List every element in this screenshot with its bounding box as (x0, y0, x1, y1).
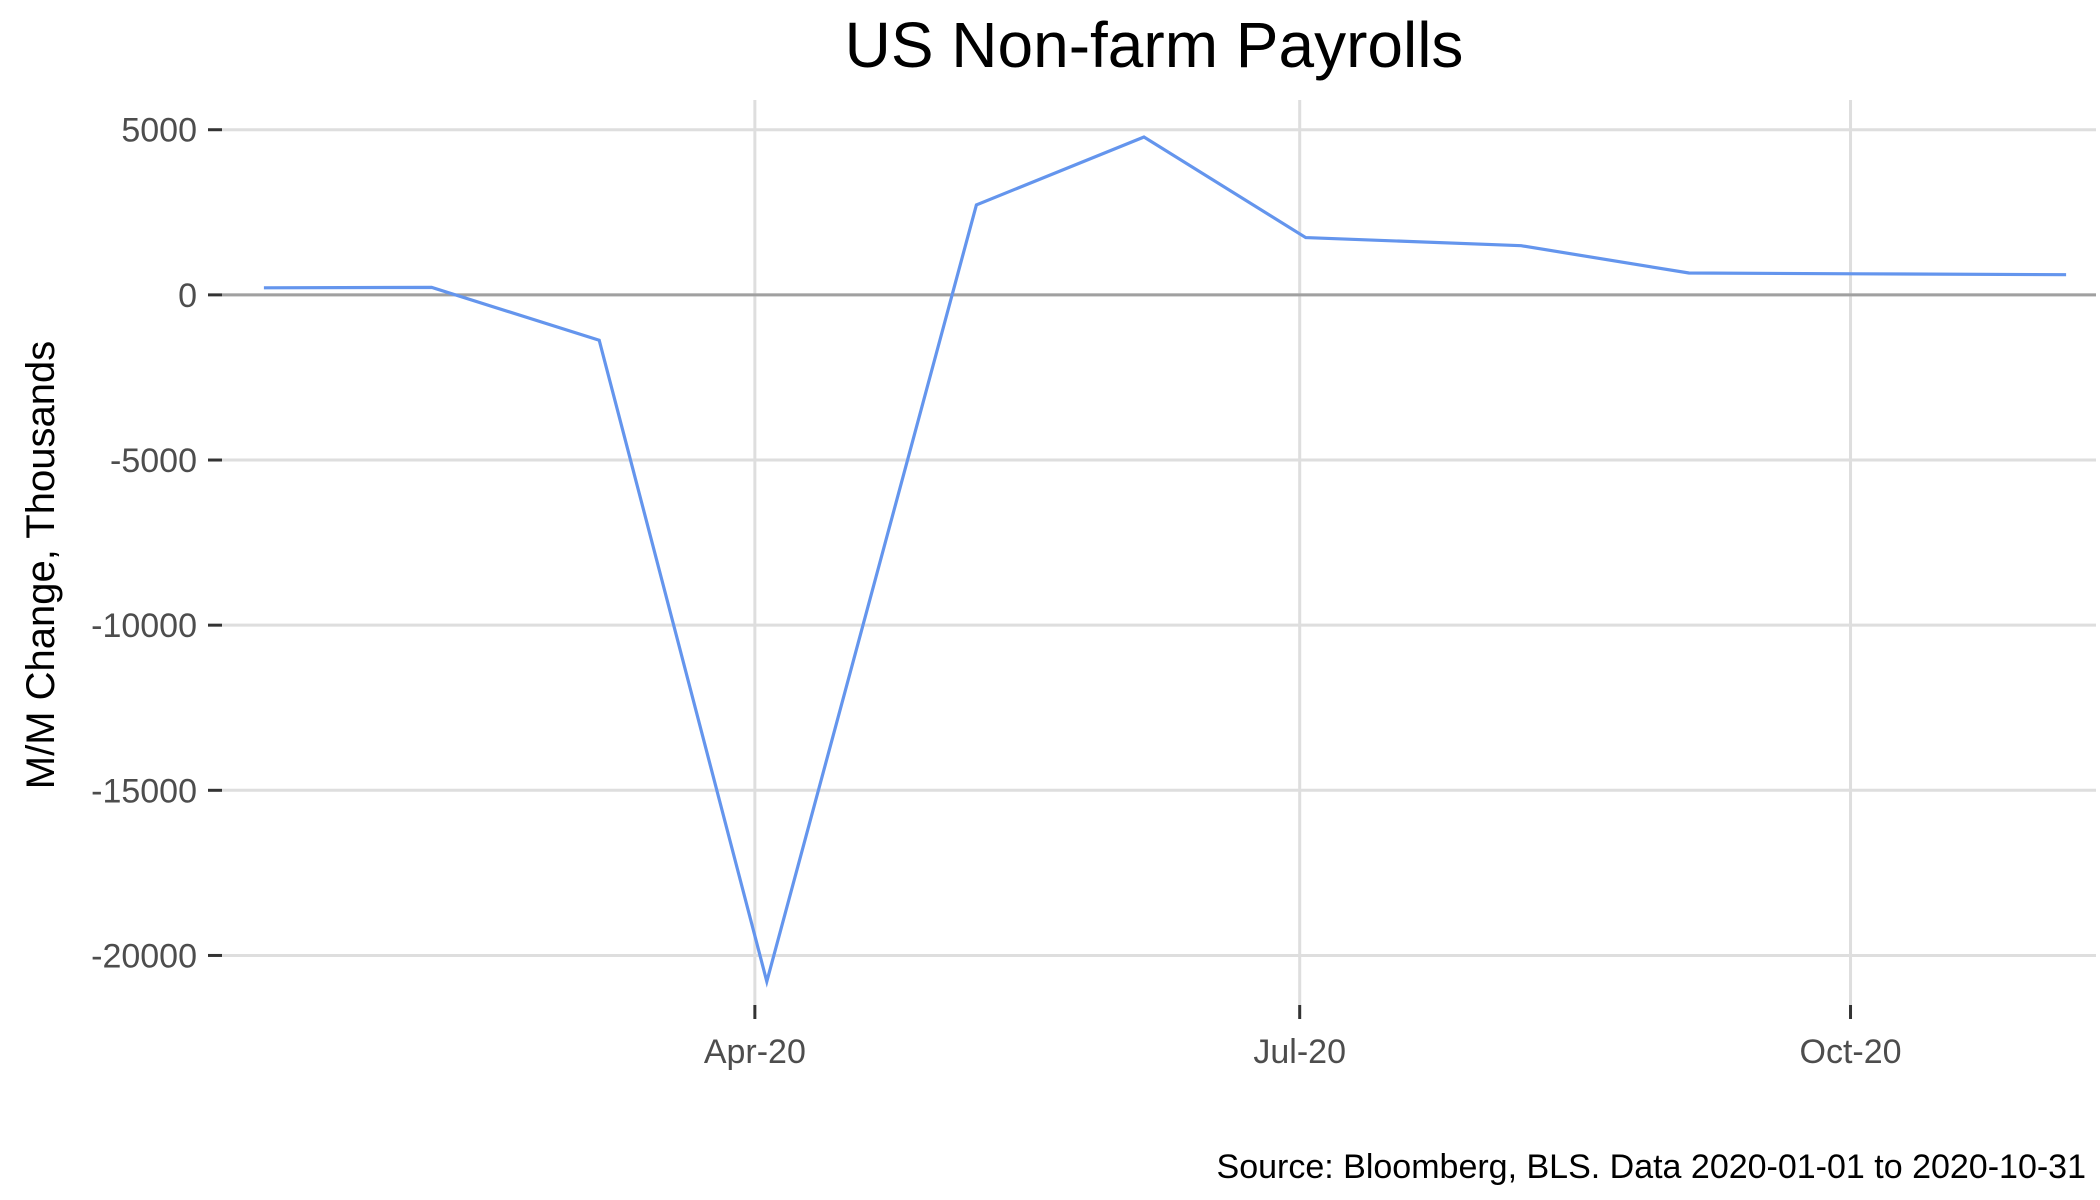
data-point (1855, 272, 1859, 276)
series-group (262, 135, 2068, 988)
data-point (1519, 244, 1523, 248)
data-point (2064, 273, 2068, 277)
x-tick-label: Oct-20 (1800, 1033, 1902, 1071)
data-point (974, 203, 978, 207)
y-tick-label: 5000 (121, 112, 197, 150)
data-point (1687, 271, 1691, 275)
y-tick-label: -20000 (91, 937, 197, 975)
data-point (765, 979, 769, 983)
data-point (262, 286, 266, 290)
y-axis-label: M/M Change, Thousands (19, 341, 63, 789)
series-line (263, 135, 2067, 988)
y-axis-ticks: 5000 0 -5000 -10000 -15000 -20000 (91, 112, 222, 975)
data-point (1304, 236, 1308, 240)
x-tick-label: Apr-20 (704, 1033, 806, 1071)
source-caption: Source: Bloomberg, BLS. Data 2020-01-01 … (1217, 1148, 2086, 1186)
y-tick-label: -5000 (110, 442, 197, 480)
data-point (430, 285, 434, 289)
y-tick-label: -15000 (91, 772, 197, 810)
chart-title: US Non-farm Payrolls (845, 9, 1464, 81)
x-axis-ticks: Apr-20 Jul-20 Oct-20 (704, 1005, 1902, 1071)
grid-lines (222, 100, 2096, 1005)
data-point (597, 338, 601, 342)
y-tick-label: -10000 (91, 607, 197, 645)
x-tick-label: Jul-20 (1253, 1033, 1346, 1071)
data-point (1142, 135, 1146, 139)
y-tick-label: 0 (178, 277, 197, 315)
